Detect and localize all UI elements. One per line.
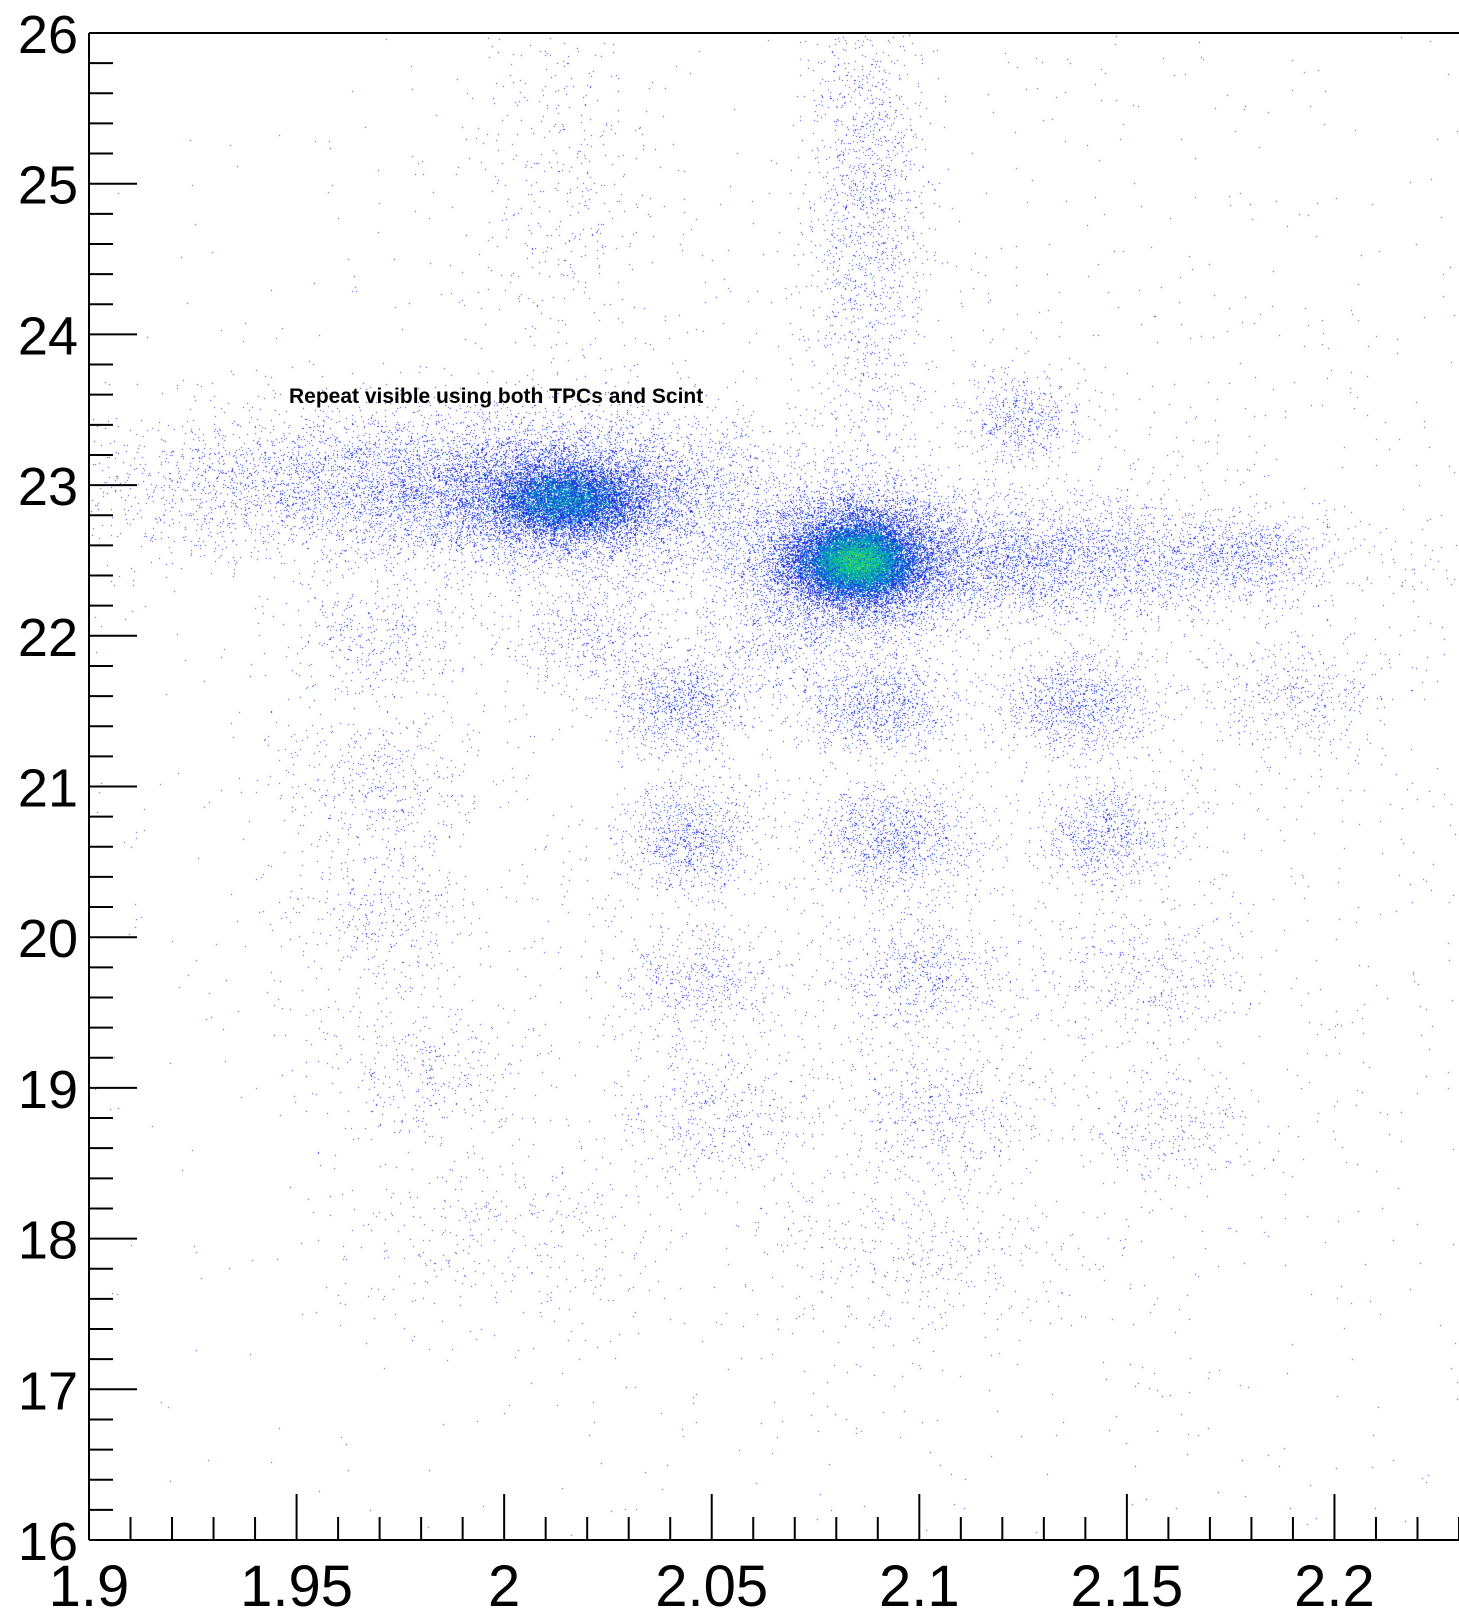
y-tick-label: 25 — [18, 156, 78, 216]
x-axis-tick-labels: 1.9 1.95 2 2.05 2.1 2.15 2.2 — [49, 1554, 1375, 1611]
x-tick-label: 2.1 — [879, 1554, 960, 1611]
y-tick-label: 23 — [18, 457, 78, 517]
x-tick-label: 2.2 — [1294, 1554, 1375, 1611]
y-tick-label: 22 — [18, 608, 78, 668]
y-tick-label: 17 — [18, 1361, 78, 1421]
y-tick-label: 19 — [18, 1060, 78, 1120]
x-tick-label: 2.05 — [655, 1554, 768, 1611]
axes — [88, 32, 1459, 1541]
x-tick-label: 1.95 — [240, 1554, 353, 1611]
x-tick-label: 2 — [488, 1554, 520, 1611]
x-tick-label: 1.9 — [49, 1554, 130, 1611]
y-tick-label: 24 — [18, 306, 78, 366]
y-tick-label: 21 — [18, 759, 78, 819]
x-tick-label: 2.15 — [1070, 1554, 1183, 1611]
y-tick-label: 26 — [18, 5, 78, 65]
y-axis-tick-labels: 16 17 18 19 20 21 22 23 24 25 26 — [18, 5, 78, 1572]
y-tick-label: 16 — [18, 1512, 78, 1572]
y-tick-label: 20 — [18, 909, 78, 969]
plot-annotation: Repeat visible using both TPCs and Scint — [289, 385, 703, 408]
y-tick-label: 18 — [18, 1211, 78, 1271]
